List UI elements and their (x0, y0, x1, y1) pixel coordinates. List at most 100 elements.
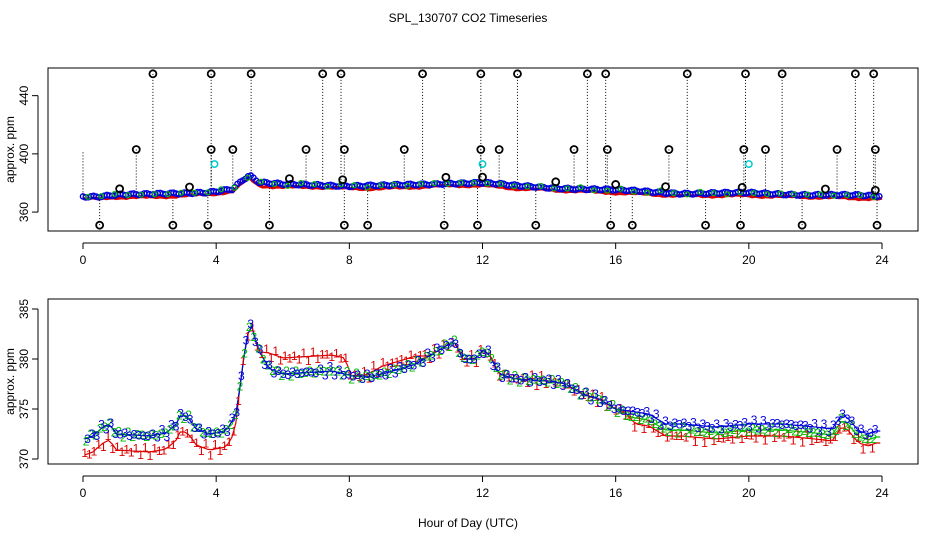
series-2-point: 2 (852, 427, 859, 441)
series-1-point: 1 (216, 444, 223, 458)
series-3-point: 3 (476, 347, 483, 361)
series-3-point: 3 (485, 343, 492, 357)
outlier-point (661, 182, 671, 192)
series-2-point: 2 (609, 397, 616, 411)
series-2-point: 2 (204, 426, 211, 440)
series-3-point: 3 (406, 358, 413, 372)
series-2-point: 2 (456, 346, 463, 360)
series-3-point: 3 (653, 407, 660, 421)
series-1-point: 1 (650, 421, 657, 435)
series-3-point: 3 (205, 425, 212, 439)
series-3-point: 3 (858, 422, 865, 436)
series-3-point: 3 (252, 335, 259, 349)
series-3-point: 3 (396, 359, 403, 373)
x-tick-label: 8 (346, 253, 353, 267)
series-1-point: 1 (105, 429, 112, 443)
series-2-point: 2 (446, 340, 453, 354)
series-1-point: 1 (608, 397, 615, 411)
data-point (98, 193, 105, 200)
series-1-point: 1 (813, 432, 820, 446)
series-1-point: 1 (846, 423, 853, 437)
series-2-point: 2 (782, 426, 789, 440)
series-3-point: 3 (94, 429, 101, 443)
data-point (364, 184, 371, 191)
outlier-point (582, 69, 592, 79)
series-1-point: 1 (794, 426, 801, 440)
series-2-point: 2 (842, 419, 849, 433)
series-2-point: 2 (740, 421, 747, 435)
series-3-point: 3 (765, 419, 772, 433)
series-3-point: 3 (462, 352, 469, 366)
series-3-point: 3 (294, 367, 301, 381)
series-2-point: 2 (87, 427, 94, 441)
series-2-point: 2 (101, 420, 108, 434)
outlier-point (168, 220, 178, 230)
series-3-point: 3 (429, 351, 436, 365)
outlier-point (569, 145, 579, 154)
series-2-point: 2 (591, 390, 598, 404)
series-1-point: 1 (776, 428, 783, 442)
series-1-point: 1 (664, 430, 671, 444)
series-2-point: 2 (577, 388, 584, 402)
series-3-point: 3 (713, 417, 720, 431)
series-1-point: 1 (338, 352, 345, 366)
series-1-point: 1 (179, 424, 186, 438)
series-1-point: 1 (827, 432, 834, 446)
outlier-point (682, 69, 692, 79)
series-2-point: 2 (642, 412, 649, 426)
outlier-point (476, 145, 486, 154)
series-1-point: 1 (324, 347, 331, 361)
outlier-point (627, 220, 637, 230)
series-3-point: 3 (154, 431, 161, 445)
series-2-point: 2 (306, 364, 313, 378)
series-3-point: 3 (177, 407, 184, 421)
series-2-point: 2 (260, 352, 267, 366)
series-2-point: 2 (675, 426, 682, 440)
series-3-point: 3 (289, 365, 296, 379)
x-tick-label: 20 (742, 253, 756, 267)
series-2-point: 2 (544, 375, 551, 389)
series-3-point: 3 (620, 404, 627, 418)
outlier-point (601, 69, 611, 79)
series-2-point: 2 (488, 352, 495, 366)
series-3-point: 3 (238, 369, 245, 383)
series-2-point: 2 (83, 434, 90, 448)
series-3-point: 3 (108, 416, 115, 430)
series-2-point: 2 (614, 406, 621, 420)
y-tick-label: 380 (17, 349, 31, 369)
data-point (617, 185, 624, 192)
series-1-point: 1 (347, 368, 354, 382)
series-2-point: 2 (297, 367, 304, 381)
series-2-point: 2 (460, 351, 467, 365)
data-point (178, 189, 185, 196)
outlier-point (339, 145, 349, 154)
x-tick-label: 20 (742, 486, 756, 500)
series-1-point: 1 (370, 358, 377, 372)
series-2-point: 2 (801, 424, 808, 438)
series-3-point: 3 (821, 417, 828, 431)
series-2-point: 2 (223, 422, 230, 436)
series-1-point: 1 (151, 441, 158, 455)
series-2-point: 2 (465, 352, 472, 366)
series-1-point: 1 (137, 448, 144, 462)
series-2-point: 2 (120, 430, 127, 444)
series-3-point: 3 (676, 418, 683, 432)
series-2-point: 2 (796, 425, 803, 439)
series-1-point: 1 (450, 335, 457, 349)
series-3-point: 3 (392, 366, 399, 380)
series-2-point: 2 (92, 429, 99, 443)
series-3-point: 3 (522, 371, 529, 385)
series-1-point: 1 (389, 356, 396, 370)
outlier-point (870, 145, 880, 154)
series-2-point: 2 (703, 426, 710, 440)
series-1-point: 1 (459, 349, 466, 363)
data-point (684, 191, 691, 198)
series-3-point: 3 (327, 360, 334, 374)
series-2-point: 2 (442, 337, 449, 351)
series-3-point: 3 (727, 420, 734, 434)
series-1-point: 1 (841, 421, 848, 435)
series-3-point: 3 (830, 418, 837, 432)
series-3-point: 3 (303, 365, 310, 379)
y-tick-label: 370 (17, 449, 31, 469)
